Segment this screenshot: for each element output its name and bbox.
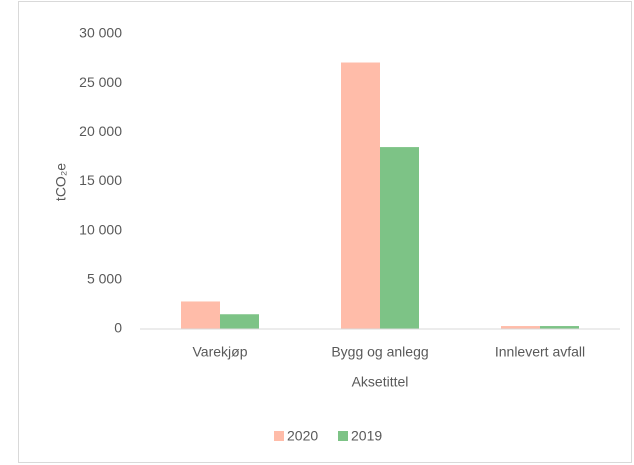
bar: [220, 314, 259, 329]
bar: [380, 147, 419, 329]
x-tick-label: Innlevert avfall: [495, 344, 585, 360]
x-tick-label: Varekjøp: [193, 344, 248, 360]
y-tick-label: 5 000: [87, 271, 122, 287]
x-tick-label: Bygg og anlegg: [331, 344, 428, 360]
chart-border: [18, 1, 632, 463]
y-tick-label: 25 000: [79, 74, 122, 90]
y-tick-label: 0: [114, 320, 122, 336]
bar: [341, 62, 380, 330]
legend-swatch: [274, 431, 284, 441]
y-tick-label: 30 000: [79, 25, 122, 41]
y-tick-label: 15 000: [79, 172, 122, 188]
x-axis-title: Aksetittel: [352, 374, 409, 390]
bar: [501, 326, 540, 329]
legend-swatch: [338, 431, 348, 441]
bar: [540, 326, 579, 329]
legend-label: 2019: [351, 428, 382, 444]
legend-label: 2020: [287, 428, 318, 444]
bar: [181, 301, 220, 329]
y-axis-title: tCO₂e: [53, 163, 69, 201]
y-tick-label: 10 000: [79, 221, 122, 237]
y-tick-label: 20 000: [79, 123, 122, 139]
